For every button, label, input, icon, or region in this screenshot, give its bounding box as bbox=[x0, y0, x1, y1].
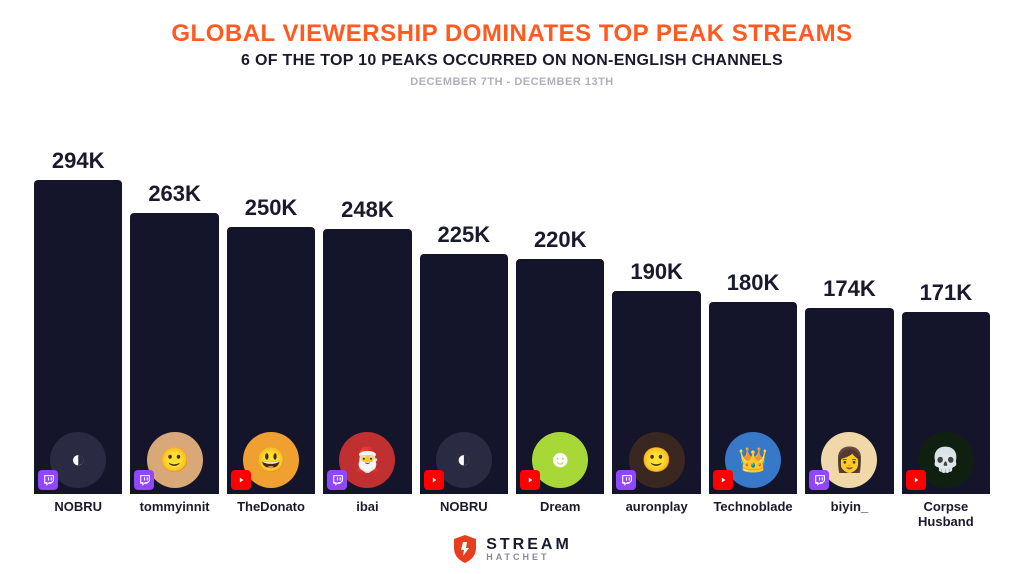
avatar-icon: 😃 bbox=[243, 432, 299, 488]
twitch-icon bbox=[327, 470, 347, 490]
avatar-icon: 💀 bbox=[918, 432, 974, 488]
footer-logo: STREAM HATCHET bbox=[30, 534, 994, 564]
subtitle: 6 OF THE TOP 10 PEAKS OCCURRED ON NON-EN… bbox=[30, 52, 994, 70]
bar: ◐ bbox=[34, 180, 122, 494]
avatar-icon: 🙂 bbox=[629, 432, 685, 488]
avatar-icon: ◐ bbox=[50, 432, 106, 488]
bar-label: NOBRU bbox=[54, 500, 102, 530]
bar-column: 225K ◐ NOBRU bbox=[420, 222, 508, 530]
bar-label: NOBRU bbox=[440, 500, 488, 530]
bar-column: 263K 🙂 tommyinnit bbox=[130, 181, 218, 530]
bar-label: Technoblade bbox=[713, 500, 792, 530]
bar-value: 180K bbox=[727, 270, 780, 296]
bar-column: 171K 💀 Corpse Husband bbox=[902, 280, 990, 530]
bar-column: 174K 👩 biyin_ bbox=[805, 276, 893, 530]
bar-label: ibai bbox=[356, 500, 378, 530]
logo-main-text: STREAM bbox=[486, 537, 572, 553]
bar-value: 171K bbox=[920, 280, 973, 306]
bar-value: 225K bbox=[438, 222, 491, 248]
bar-column: 250K 😃 TheDonato bbox=[227, 195, 315, 530]
bar: 👑 bbox=[709, 302, 797, 494]
bar-label: biyin_ bbox=[831, 500, 869, 530]
avatar-icon: 👑 bbox=[725, 432, 781, 488]
youtube-icon bbox=[713, 470, 733, 490]
bar-label: TheDonato bbox=[237, 500, 305, 530]
bar: ◐ bbox=[420, 254, 508, 494]
bar-column: 180K 👑 Technoblade bbox=[709, 270, 797, 530]
avatar-icon: ◐ bbox=[436, 432, 492, 488]
bar: 🎅 bbox=[323, 229, 411, 494]
bar: 😃 bbox=[227, 227, 315, 494]
bar-column: 248K 🎅 ibai bbox=[323, 197, 411, 530]
bar-value: 263K bbox=[148, 181, 201, 207]
bar-chart: 294K◐NOBRU263K🙂tommyinnit250K😃TheDonato2… bbox=[30, 98, 994, 530]
bar: 👩 bbox=[805, 308, 893, 494]
twitch-icon bbox=[809, 470, 829, 490]
bar-value: 220K bbox=[534, 227, 587, 253]
twitch-icon bbox=[38, 470, 58, 490]
logo-shield-icon bbox=[452, 534, 478, 564]
bar-column: 294K ◐ NOBRU bbox=[34, 148, 122, 530]
youtube-icon bbox=[424, 470, 444, 490]
bar-column: 220K ☻ Dream bbox=[516, 227, 604, 530]
bar-label: tommyinnit bbox=[140, 500, 210, 530]
bar-value: 248K bbox=[341, 197, 394, 223]
logo-sub-text: HATCHET bbox=[486, 553, 572, 562]
chart-container: GLOBAL VIEWERSHIP DOMINATES TOP PEAK STR… bbox=[0, 0, 1024, 574]
bar-label: Dream bbox=[540, 500, 580, 530]
title: GLOBAL VIEWERSHIP DOMINATES TOP PEAK STR… bbox=[30, 20, 994, 48]
avatar-icon: 👩 bbox=[821, 432, 877, 488]
youtube-icon bbox=[231, 470, 251, 490]
avatar-icon: 🎅 bbox=[339, 432, 395, 488]
bar: ☻ bbox=[516, 259, 604, 494]
logo-text: STREAM HATCHET bbox=[486, 537, 572, 562]
bar-value: 174K bbox=[823, 276, 876, 302]
bar: 💀 bbox=[902, 312, 990, 494]
bar-label: Corpse Husband bbox=[918, 500, 974, 530]
youtube-icon bbox=[906, 470, 926, 490]
twitch-icon bbox=[616, 470, 636, 490]
twitch-icon bbox=[134, 470, 154, 490]
youtube-icon bbox=[520, 470, 540, 490]
bar-value: 190K bbox=[630, 259, 683, 285]
bar-value: 294K bbox=[52, 148, 105, 174]
avatar-icon: ☻ bbox=[532, 432, 588, 488]
bar-label: auronplay bbox=[626, 500, 688, 530]
header: GLOBAL VIEWERSHIP DOMINATES TOP PEAK STR… bbox=[30, 20, 994, 98]
avatar-icon: 🙂 bbox=[147, 432, 203, 488]
bar-value: 250K bbox=[245, 195, 298, 221]
bar-column: 190K 🙂 auronplay bbox=[612, 259, 700, 530]
bar: 🙂 bbox=[130, 213, 218, 494]
bar: 🙂 bbox=[612, 291, 700, 494]
date-range: DECEMBER 7TH - DECEMBER 13TH bbox=[30, 76, 994, 88]
